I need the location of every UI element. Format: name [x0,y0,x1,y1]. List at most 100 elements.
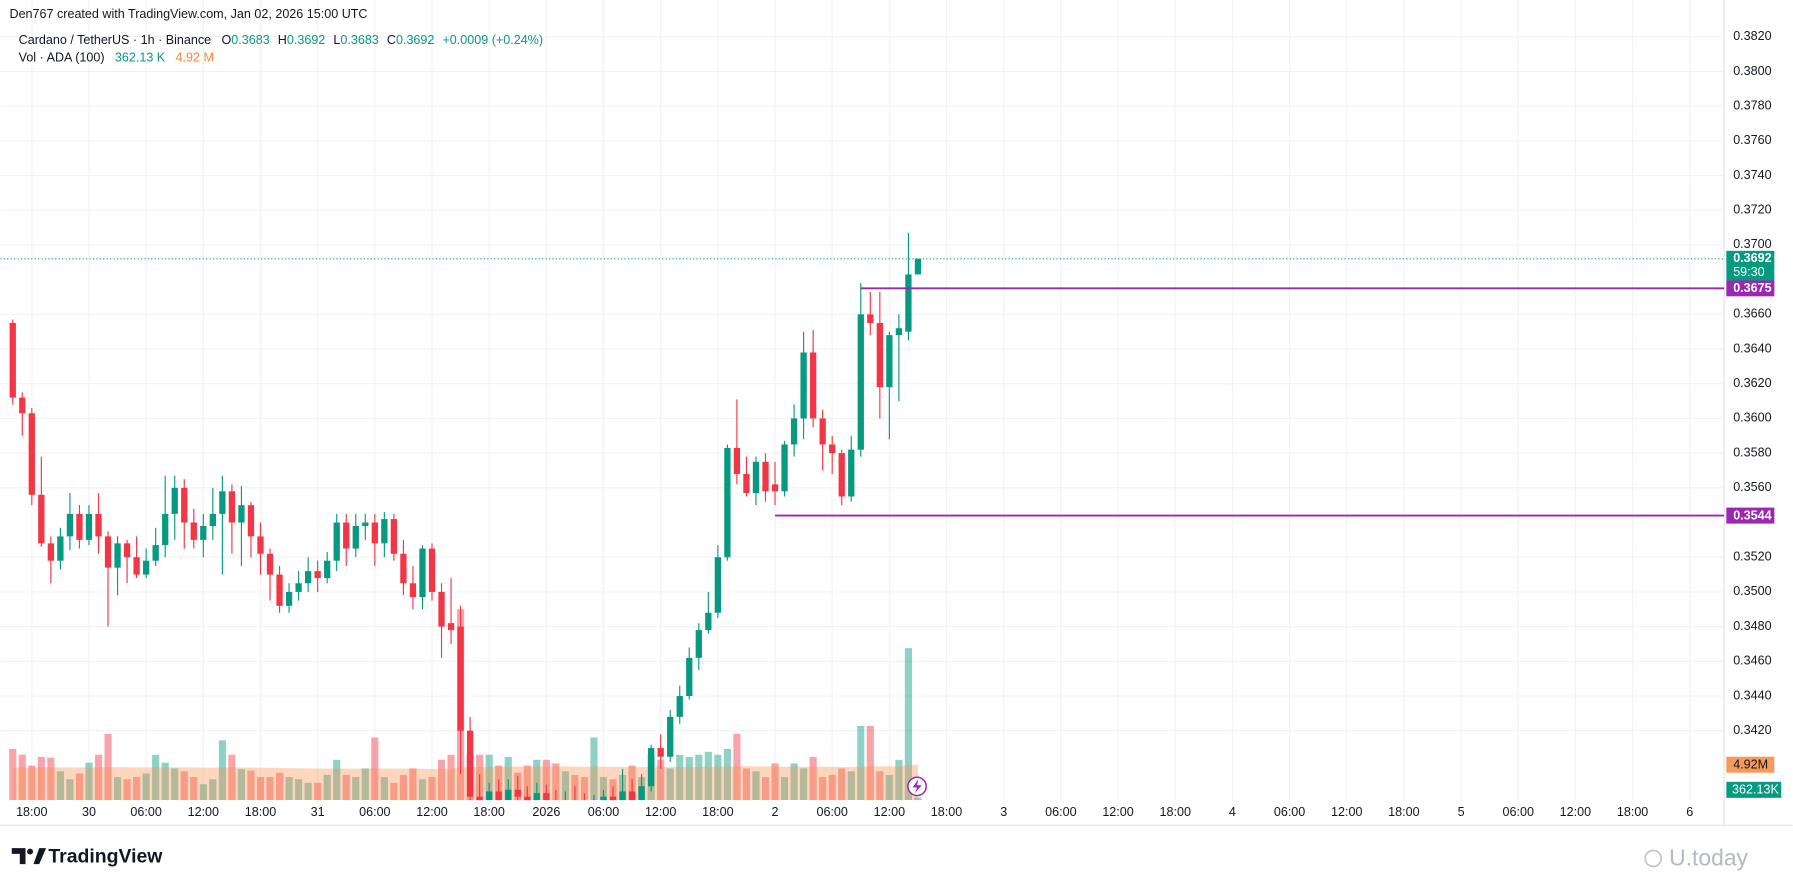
candle-body [686,657,693,697]
watermark-text: U.today [1669,845,1748,871]
c-label: C [387,33,396,47]
volume-bar [171,768,179,801]
candle-body [362,522,369,527]
candle-body [648,748,655,787]
tradingview-logo: TradingView [11,845,163,867]
candle-body [295,583,302,592]
y-tick-label: 0.3760 [1733,133,1771,147]
volume-bar [104,733,112,801]
candle-body [466,730,474,797]
volume-bar [28,765,36,801]
candle-body [762,461,769,492]
volume-label-box [1726,781,1782,798]
volume-bar [790,763,798,801]
l-label: L [333,33,340,47]
candle-body [371,522,378,544]
candle-body [314,571,321,579]
volume-bar [218,740,226,801]
candle-body [781,444,788,492]
candle-body [343,522,350,549]
volume-bar [390,782,398,801]
candle-body [705,612,712,631]
volume-bar [190,777,198,801]
volume-bar [723,748,731,801]
c-value: 0.3692 [396,33,434,47]
x-tick-label: 12:00 [1331,805,1362,819]
candle-body [524,796,531,801]
x-tick-label: 12:00 [416,805,447,819]
volume-value: 362.13 K [115,51,166,65]
volume-bar [161,762,169,801]
l-value: 0.3683 [340,33,378,47]
volume-bar [685,756,693,801]
candle-body [304,571,312,584]
candle-body [495,791,502,801]
candle-body [505,789,512,801]
volume-bar [542,759,550,801]
candle-body [638,786,645,801]
candle-body [9,323,16,398]
axes: 0.3420 0.3440 0.3460 0.3480 0.3500 0.3520 0.35… [16,29,1772,819]
volume-bar [75,773,84,801]
volume-bar [209,779,217,801]
x-tick-label: 06:00 [1045,805,1076,819]
volume-bar [819,777,827,801]
candle-body [609,796,617,801]
candle-body [209,513,216,527]
x-tick-label: 18:00 [1617,805,1648,819]
o-value: 0.3683 [231,33,269,47]
y-tick-label: 0.3820 [1733,29,1771,43]
candle-body [171,487,178,514]
candle-body [181,487,188,523]
candle-body [38,494,45,544]
candle-body [95,513,102,537]
volume-bar [113,777,122,801]
candle-body [819,418,826,445]
candle-body [85,513,93,540]
volume-bar [533,759,541,801]
candle-body [771,484,779,492]
logo-text: TradingView [48,845,163,867]
candle-body [800,352,807,419]
candle-body [447,623,455,631]
candle-body [324,560,331,579]
last-price-label: 0.3692 [1733,251,1771,265]
volume-title: Vol · ADA (100) [19,51,105,65]
volume-bar [133,777,141,801]
y-tick-label: 0.3580 [1733,445,1771,459]
candle-body [457,626,464,731]
volume-bar [561,771,569,801]
candle-body [876,323,883,388]
volume-bar [771,763,779,801]
candle-body [714,557,721,613]
y-tick-label: 0.3740 [1733,168,1771,182]
volume-bar [295,779,303,801]
y-tick-label: 0.3620 [1733,376,1771,390]
candle-body [162,513,169,546]
volume-bar [828,774,836,801]
volume-bar [523,765,531,801]
volume-bar [504,756,512,801]
candle-body [266,553,274,575]
volume-bar [485,754,493,801]
x-tick-label: 06:00 [130,805,161,819]
h-label: H [278,33,287,47]
x-tick-label: 4 [1229,805,1236,819]
volume-bar [304,782,312,801]
x-tick-label: 06:00 [1503,805,1534,819]
x-tick-label: 2 [772,805,779,819]
volume-ma-value: 4.92 M [176,51,214,65]
volume-ma-label-box [1726,756,1775,773]
y-tick-label: 0.3780 [1733,98,1771,112]
y-tick-label: 0.3460 [1733,654,1771,668]
candle-body [419,548,426,598]
symbol: Cardano / TetherUS · 1h · Binance [19,33,212,47]
y-tick-label: 0.3720 [1733,203,1771,217]
candle-body [486,791,493,801]
candle-body [104,536,112,568]
volume-bar [123,779,131,801]
x-tick-label: 18:00 [1160,805,1191,819]
volume-bar [314,782,322,801]
